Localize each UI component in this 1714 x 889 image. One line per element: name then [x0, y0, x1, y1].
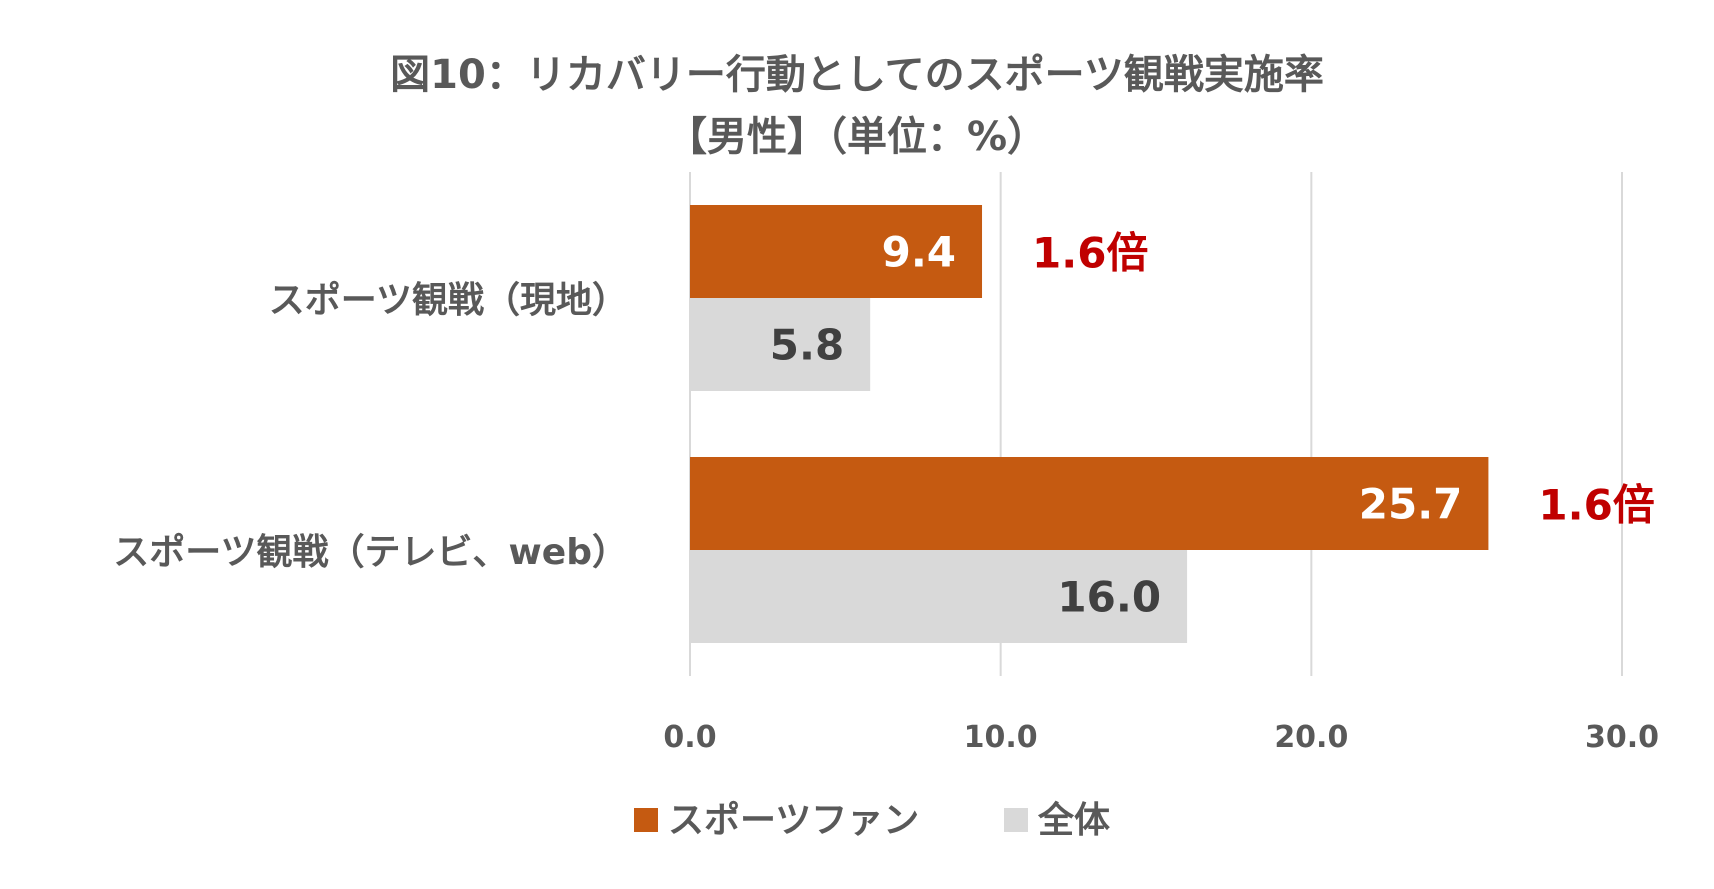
chart-title: 図10：リカバリー行動としてのスポーツ観戦実施率	[390, 52, 1324, 98]
legend: スポーツファン 全体	[634, 799, 1110, 841]
legend-label: スポーツファン	[668, 799, 919, 841]
data-label: 25.7	[1359, 480, 1463, 529]
legend-swatch	[1004, 808, 1028, 832]
data-label: 16.0	[1057, 573, 1161, 622]
x-tick-label: 20.0	[1274, 720, 1348, 755]
data-label: 9.4	[882, 228, 956, 277]
labels: 0.0 10.0 20.0 30.0 スポーツ観戦（現地） スポーツ観戦（テレビ、web）…	[113, 228, 1659, 756]
category-label: スポーツ観戦（テレビ、web）	[113, 531, 628, 573]
legend-swatch	[634, 808, 658, 832]
category-label: スポーツ観戦（現地）	[269, 279, 628, 321]
bar	[690, 205, 983, 298]
chart-subtitle: 【男性】（単位：%）	[667, 114, 1047, 160]
ratio-annotation: 1.6倍	[1032, 229, 1148, 278]
legend-label: 全体	[1037, 799, 1110, 841]
bar	[690, 550, 1188, 643]
bar	[690, 457, 1489, 550]
x-tick-label: 30.0	[1585, 720, 1659, 755]
x-tick-label: 0.0	[663, 720, 716, 755]
bars	[690, 205, 1489, 643]
data-label: 5.8	[770, 321, 844, 370]
bar	[690, 298, 871, 391]
ratio-annotation: 1.6倍	[1538, 481, 1654, 530]
x-tick-label: 10.0	[964, 720, 1038, 755]
